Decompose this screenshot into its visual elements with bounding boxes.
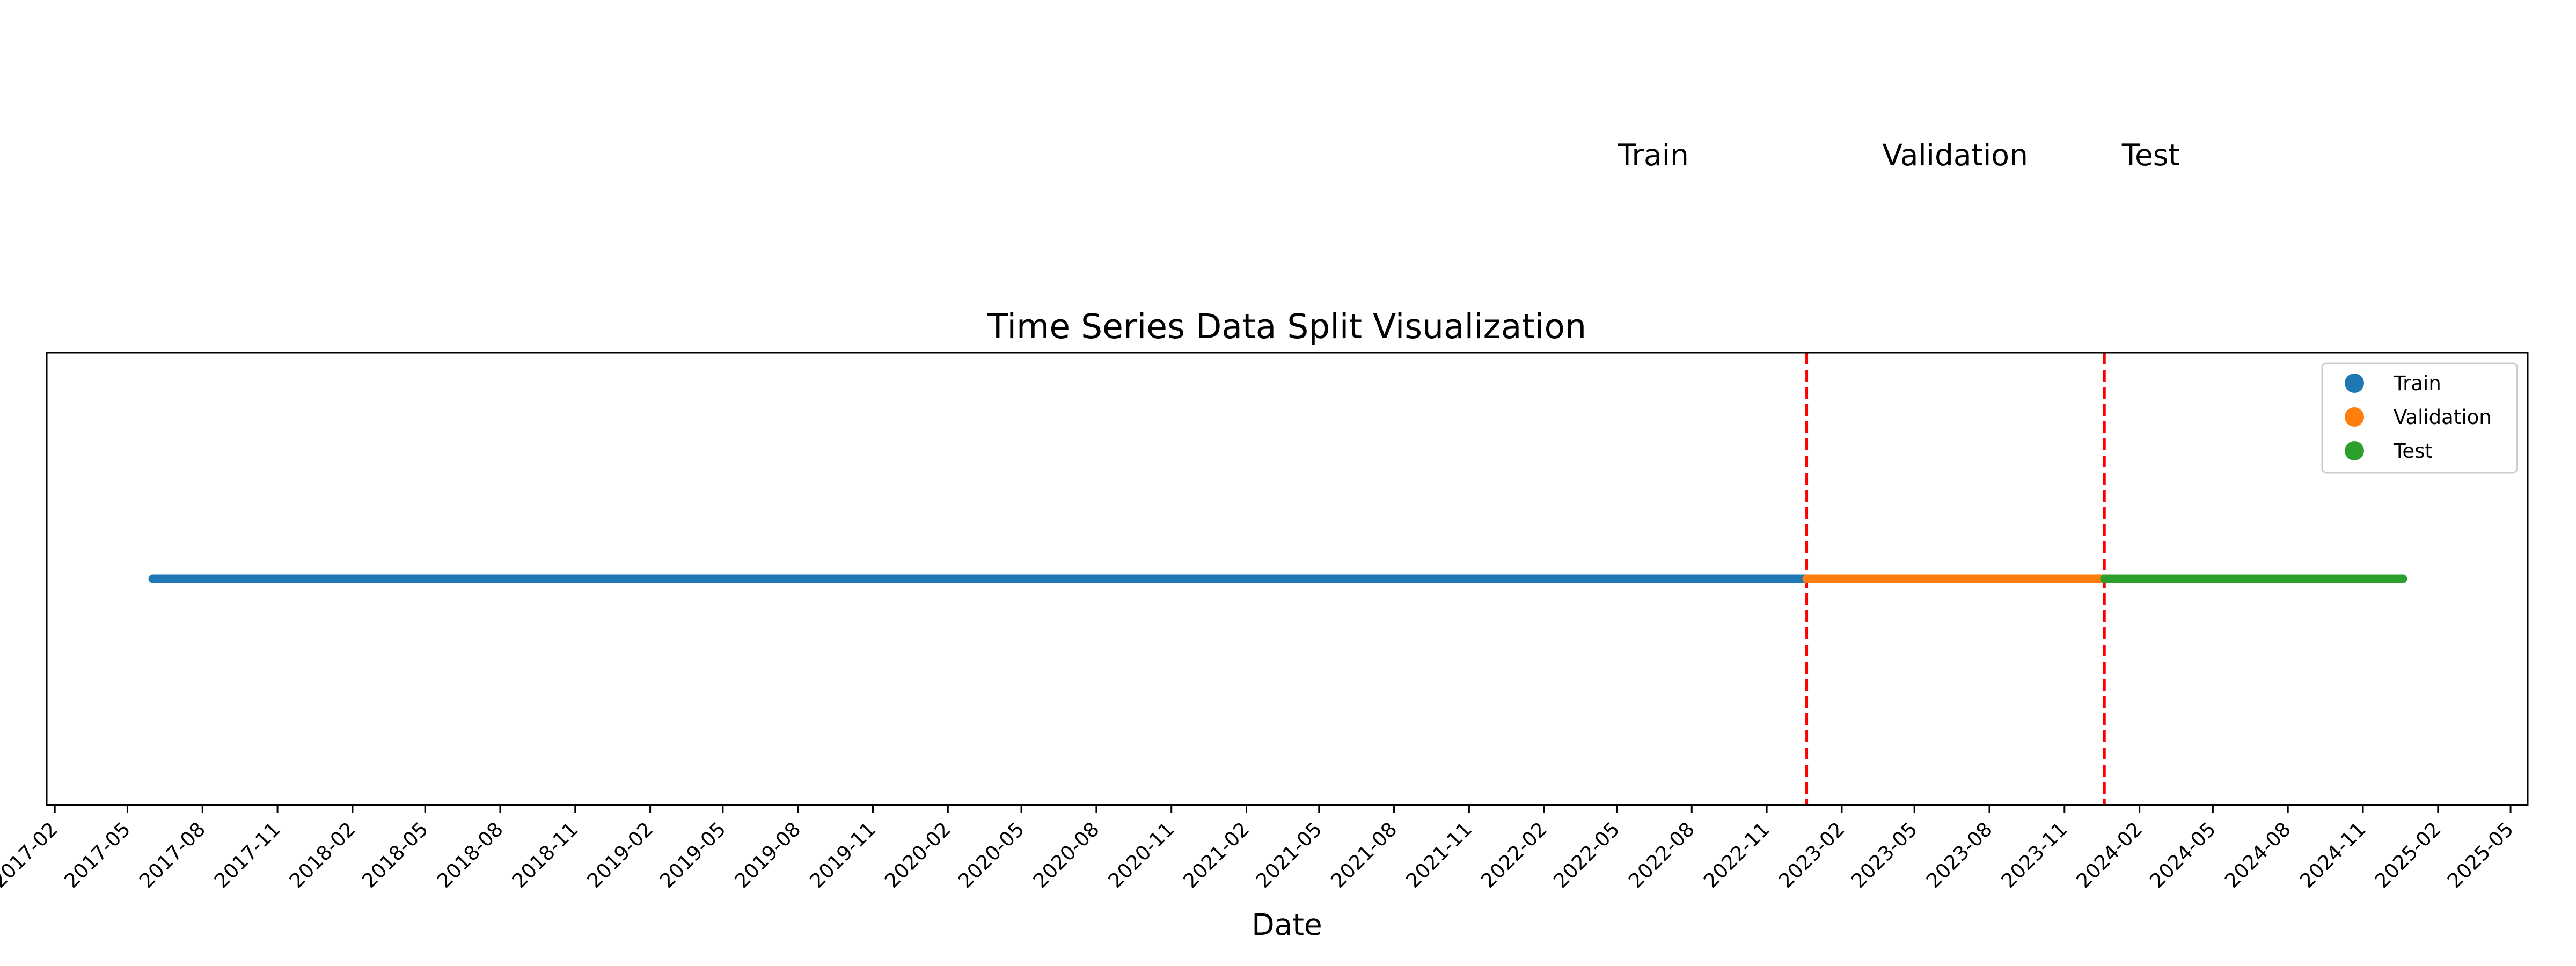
x-tick-label: 2021-08 — [1327, 817, 1402, 892]
annotation-validation: Validation — [1882, 138, 2028, 172]
x-tick-label: 2024-08 — [2220, 817, 2295, 892]
x-tick-label: 2023-11 — [1997, 817, 2072, 892]
x-tick-label: 2022-02 — [1476, 817, 1552, 892]
x-tick-label: 2019-02 — [583, 817, 658, 892]
plot-frame — [46, 352, 2529, 806]
x-tick-label: 2020-02 — [880, 817, 955, 892]
x-tick-label: 2023-05 — [1847, 817, 1922, 892]
x-tick-label: 2023-02 — [1774, 817, 1849, 892]
x-tick-label: 2017-08 — [135, 817, 210, 892]
legend-marker-train — [2345, 374, 2364, 393]
plot-area — [148, 353, 2407, 805]
legend-label-validation: Validation — [2394, 406, 2492, 429]
x-tick-label: 2017-11 — [210, 817, 285, 892]
x-tick-label: 2020-08 — [1029, 817, 1104, 892]
x-tick-label: 2025-02 — [2370, 817, 2446, 892]
x-tick-label: 2021-11 — [1401, 817, 1476, 892]
annotation-test: Test — [2121, 138, 2180, 172]
legend-marker-validation — [2345, 407, 2364, 427]
x-tick-label: 2018-08 — [433, 817, 508, 892]
annotation-train: Train — [1618, 138, 1689, 172]
legend-label-train: Train — [2393, 372, 2441, 395]
x-tick-label: 2017-02 — [0, 817, 62, 892]
x-tick-label: 2023-08 — [1922, 817, 1997, 892]
x-tick-label: 2024-11 — [2295, 817, 2370, 892]
legend-marker-test — [2345, 441, 2364, 460]
chart-title: Time Series Data Split Visualization — [987, 307, 1586, 346]
annotations: Train Validation Test — [1618, 138, 2180, 172]
x-axis-label: Date — [1252, 908, 1322, 942]
x-tick-label: 2021-02 — [1179, 817, 1254, 892]
x-tick-label: 2022-05 — [1549, 817, 1624, 892]
legend: Train Validation Test — [2321, 362, 2518, 474]
x-tick-label: 2017-05 — [60, 817, 135, 892]
x-tick-label: 2019-08 — [730, 817, 806, 892]
x-tick-label: 2025-05 — [2443, 817, 2518, 892]
legend-label-test: Test — [2393, 440, 2433, 463]
x-tick-label: 2020-05 — [954, 817, 1029, 892]
x-tick-label: 2022-08 — [1624, 817, 1699, 892]
x-tick-label: 2024-02 — [2072, 817, 2147, 892]
x-tick-label: 2019-11 — [806, 817, 881, 892]
x-tick-label: 2021-05 — [1252, 817, 1327, 892]
x-tick-label: 2024-05 — [2145, 817, 2220, 892]
x-tick-label: 2018-05 — [357, 817, 433, 892]
x-tick-label: 2020-11 — [1104, 817, 1179, 892]
x-tick-label: 2018-02 — [285, 817, 360, 892]
legend-box — [2321, 362, 2518, 474]
x-tick-label: 2022-11 — [1699, 817, 1774, 892]
x-tick-label: 2019-05 — [655, 817, 730, 892]
x-tick-label: 2018-11 — [508, 817, 583, 892]
